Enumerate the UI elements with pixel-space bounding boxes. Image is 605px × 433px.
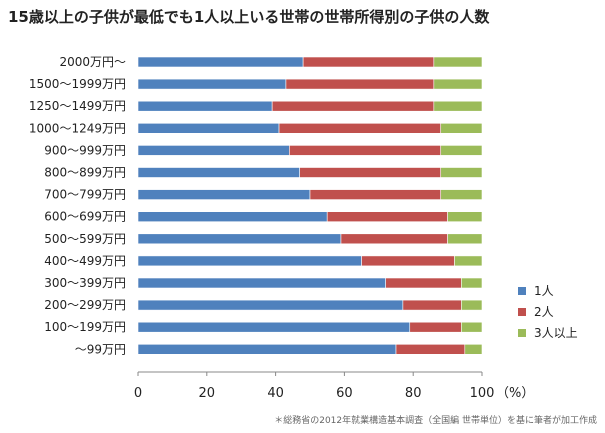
legend: 1人 2人 3人以上 xyxy=(518,284,578,340)
source-note: ＊総務省の2012年就業構造基本調査（全国編 世帯単位）を基に筆者が加工作成 xyxy=(274,416,597,426)
bar-segment-10-2 xyxy=(361,255,455,267)
bar-segment-10-3 xyxy=(454,255,483,267)
bar-segment-10-1 xyxy=(137,255,362,267)
bar-segment-8-3 xyxy=(447,211,483,222)
x-tick-label: 0 xyxy=(134,386,142,401)
bar-segment-8-1 xyxy=(137,211,328,222)
x-tick-label: 80 xyxy=(405,386,422,401)
bar-segment-12-1 xyxy=(137,299,404,311)
bar-segment-14-1 xyxy=(137,343,397,355)
x-tick-label: 60 xyxy=(336,386,353,401)
category-label: 700～799万円 xyxy=(44,188,126,202)
bar-segment-4-1 xyxy=(137,123,280,134)
bar-segment-13-1 xyxy=(137,321,411,333)
x-tick-label: 20 xyxy=(199,386,216,401)
category-label: 1000～1249万円 xyxy=(29,121,126,135)
category-label: 300～399万円 xyxy=(44,276,126,290)
legend-label: 3人以上 xyxy=(534,326,578,340)
x-unit-label: （%） xyxy=(496,386,534,401)
bar-segment-6-2 xyxy=(299,167,442,178)
legend-swatch xyxy=(518,287,526,295)
bar-segment-11-1 xyxy=(137,277,386,289)
category-label: 800～899万円 xyxy=(44,166,126,180)
bar-segment-7-3 xyxy=(440,189,483,200)
bar-segment-9-3 xyxy=(447,233,483,245)
bar-segment-2-3 xyxy=(433,78,483,90)
category-label: 1250～1499万円 xyxy=(29,99,126,113)
bar-segment-2-2 xyxy=(285,78,435,90)
category-labels: 2000万円～ 1500～1999万円 1250～1499万円 1000～1249万円… xyxy=(29,55,126,356)
bar-segment-5-3 xyxy=(440,145,483,156)
bar-segment-1-1 xyxy=(137,56,304,68)
category-label: 600～699万円 xyxy=(44,210,126,224)
bar-segment-13-3 xyxy=(461,321,483,333)
legend-label: 1人 xyxy=(534,284,554,298)
bar-segment-9-2 xyxy=(340,233,448,245)
bar-segment-2-1 xyxy=(137,78,287,90)
category-label: 200～299万円 xyxy=(44,298,126,312)
bar-segment-6-3 xyxy=(440,167,483,178)
category-label: 400～499万円 xyxy=(44,254,126,268)
bar-segment-11-3 xyxy=(461,277,483,289)
category-label: 100～199万円 xyxy=(44,320,126,334)
bar-segment-3-1 xyxy=(137,100,273,112)
bar-segment-9-1 xyxy=(137,233,342,245)
legend-swatch xyxy=(518,329,526,337)
bar-segment-14-3 xyxy=(464,343,483,355)
bar-segment-1-3 xyxy=(433,56,483,68)
bar-segment-12-3 xyxy=(461,299,483,311)
bar-segment-4-3 xyxy=(440,123,483,134)
bar-segment-4-2 xyxy=(278,123,442,134)
bar-segment-11-2 xyxy=(385,277,462,289)
legend-swatch xyxy=(518,308,526,316)
x-tick-label: 40 xyxy=(267,386,284,401)
chart-title: 15歳以上の子供が最低でも1人以上いる世帯の世帯所得別の子供の人数 xyxy=(8,8,490,26)
x-tick-label: 100 xyxy=(470,386,495,401)
category-label: 1500～1999万円 xyxy=(29,77,126,91)
bar-segment-13-2 xyxy=(409,321,462,333)
bars-group xyxy=(137,56,483,355)
category-label: 500～599万円 xyxy=(44,232,126,246)
bar-segment-14-2 xyxy=(395,343,466,355)
bar-segment-3-3 xyxy=(433,100,483,112)
category-label: ～99万円 xyxy=(75,342,126,356)
bar-segment-12-2 xyxy=(402,299,462,311)
legend-label: 2人 xyxy=(534,305,554,319)
bar-segment-5-2 xyxy=(289,145,442,156)
bar-segment-5-1 xyxy=(137,145,290,156)
category-label: 2000万円～ xyxy=(59,55,126,69)
x-axis: 0 20 40 60 80 100 （%） xyxy=(134,371,534,401)
bar-segment-1-2 xyxy=(302,56,435,68)
bar-segment-6-1 xyxy=(137,167,300,178)
bar-segment-3-2 xyxy=(271,100,435,112)
bar-segment-7-1 xyxy=(137,189,311,200)
category-label: 900～999万円 xyxy=(44,143,126,157)
bar-segment-8-2 xyxy=(326,211,448,222)
bar-segment-7-2 xyxy=(309,189,442,200)
